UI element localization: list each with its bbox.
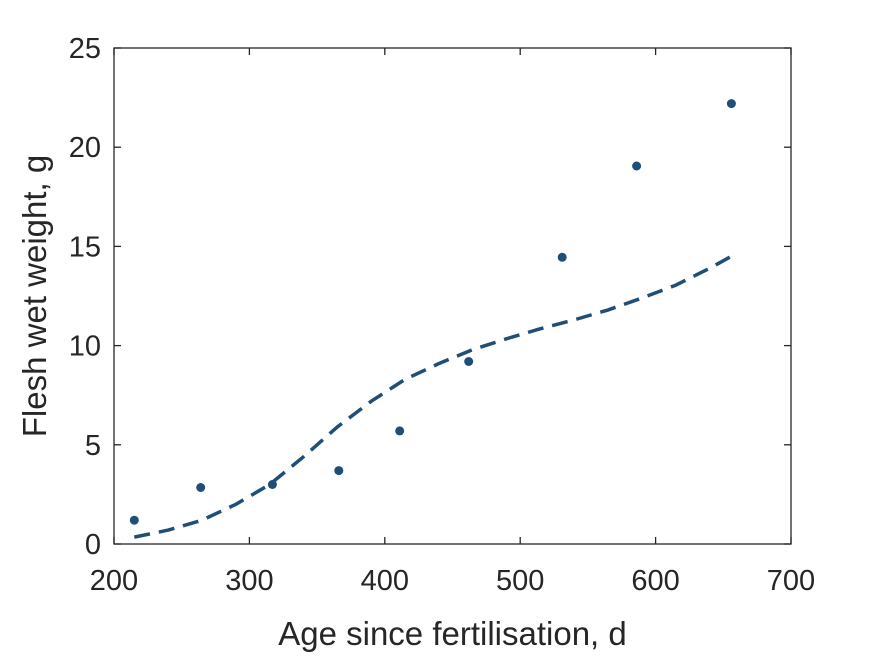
data-point xyxy=(267,480,277,489)
y-tick-label: 5 xyxy=(85,430,101,462)
x-tick-label: 600 xyxy=(631,565,679,597)
y-tick-label: 0 xyxy=(85,529,101,561)
axis-ticks xyxy=(113,47,792,545)
data-point xyxy=(334,466,344,476)
fit-lines xyxy=(133,254,733,539)
fit-line xyxy=(133,254,733,539)
data-point xyxy=(395,426,405,436)
data-point xyxy=(557,252,567,262)
y-tick-labels: 0 5 10 15 20 25 xyxy=(69,33,101,561)
x-tick-labels: 200 300 400 500 600 700 xyxy=(90,565,815,597)
x-tick-label: 200 xyxy=(90,565,138,597)
data-point xyxy=(464,357,474,366)
x-tick-label: 500 xyxy=(496,565,544,597)
data-point xyxy=(129,515,139,525)
y-tick-label: 15 xyxy=(69,231,101,263)
y-tick-label: 25 xyxy=(69,33,101,65)
y-tick-label: 10 xyxy=(69,331,101,363)
data-point xyxy=(196,483,206,492)
x-tick-label: 700 xyxy=(767,565,815,597)
y-axis-label: Flesh wet weight, g xyxy=(16,155,53,437)
x-tick-label: 300 xyxy=(225,565,273,597)
data-point xyxy=(632,161,642,171)
x-axis-label: Age since fertilisation, d xyxy=(278,615,627,652)
x-tick-label: 400 xyxy=(361,565,409,597)
plot-frame xyxy=(113,47,792,545)
data-points xyxy=(129,99,736,525)
y-tick-label: 20 xyxy=(69,132,101,164)
data-point xyxy=(726,99,736,109)
